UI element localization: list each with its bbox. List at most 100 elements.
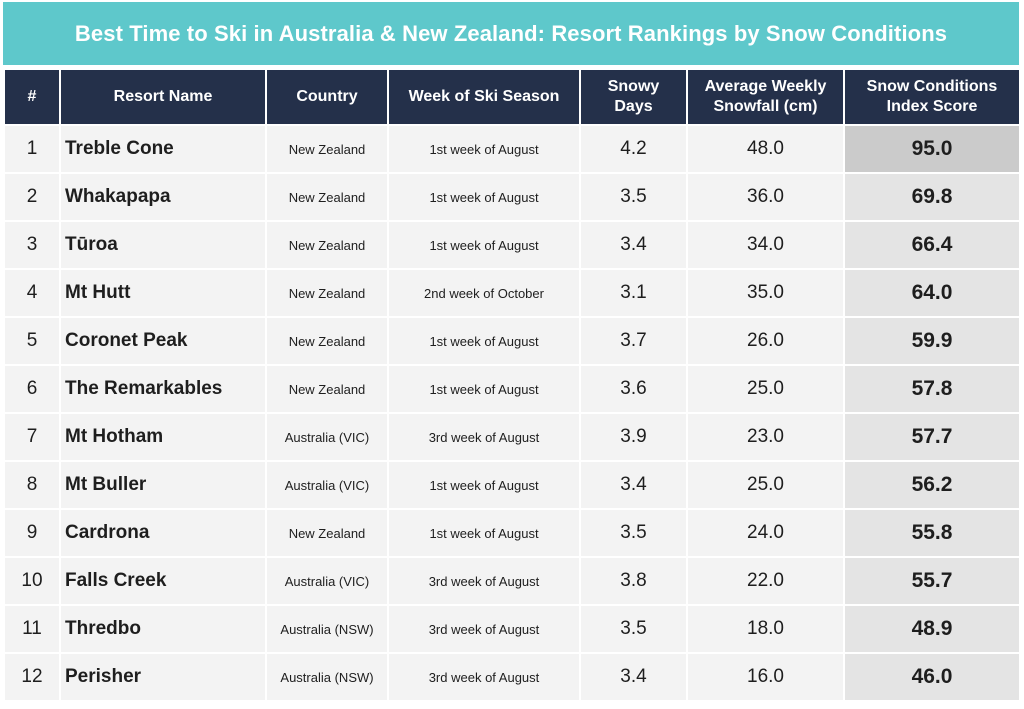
snowy-days-cell: 3.7 [581,318,686,364]
index-score-cell: 46.0 [845,654,1019,700]
average-snowfall-cell: 25.0 [688,462,843,508]
snowy-days-cell: 3.5 [581,606,686,652]
table-row: 4 Mt Hutt New Zealand 2nd week of October 3.… [5,270,1019,316]
week-cell: 1st week of August [389,510,579,556]
average-snowfall-cell: 36.0 [688,174,843,220]
average-snowfall-cell: 24.0 [688,510,843,556]
week-cell: 1st week of August [389,366,579,412]
rank-cell: 9 [5,510,59,556]
table-row: 6 The Remarkables New Zealand 1st week of A… [5,366,1019,412]
table-body: 1 Treble Cone New Zealand 1st week of Augus… [5,126,1019,700]
resort-name-cell: Thredbo [61,606,265,652]
table-row: 5 Coronet Peak New Zealand 1st week of Augu… [5,318,1019,364]
snowy-days-cell: 3.6 [581,366,686,412]
average-snowfall-cell: 18.0 [688,606,843,652]
resort-name-cell: Cardrona [61,510,265,556]
index-score-cell: 56.2 [845,462,1019,508]
week-cell: 3rd week of August [389,606,579,652]
resort-name-cell: Tūroa [61,222,265,268]
header-index-score-line2: Index Score [886,98,978,115]
country-cell: New Zealand [267,222,387,268]
table-row: 12 Perisher Australia (NSW) 3rd week of Aug… [5,654,1019,700]
country-cell: New Zealand [267,318,387,364]
week-cell: 2nd week of October [389,270,579,316]
week-cell: 1st week of August [389,222,579,268]
table-row: 1 Treble Cone New Zealand 1st week of Augus… [5,126,1019,172]
header-average-snowfall-line2: Snowfall (cm) [713,98,818,115]
country-cell: Australia (NSW) [267,606,387,652]
week-cell: 3rd week of August [389,654,579,700]
snowy-days-cell: 3.4 [581,462,686,508]
table-row: 9 Cardrona New Zealand 1st week of August 3.… [5,510,1019,556]
week-cell: 3rd week of August [389,414,579,460]
index-score-cell: 57.7 [845,414,1019,460]
header-row: # Resort Name Country Week of Ski Season… [5,70,1019,124]
snowy-days-cell: 3.4 [581,222,686,268]
header-week: Week of Ski Season [389,70,579,124]
index-score-cell: 66.4 [845,222,1019,268]
table-row: 10 Falls Creek Australia (VIC) 3rd week of … [5,558,1019,604]
header-rank: # [5,70,59,124]
header-index-score: Snow Conditions Index Score [845,70,1019,124]
snowy-days-cell: 3.4 [581,654,686,700]
rank-cell: 7 [5,414,59,460]
country-cell: New Zealand [267,366,387,412]
resort-name-cell: Whakapapa [61,174,265,220]
snowy-days-cell: 3.5 [581,174,686,220]
average-snowfall-cell: 22.0 [688,558,843,604]
index-score-cell: 57.8 [845,366,1019,412]
rank-cell: 1 [5,126,59,172]
average-snowfall-cell: 25.0 [688,366,843,412]
header-snowy-days: Snowy Days [581,70,686,124]
country-cell: Australia (VIC) [267,462,387,508]
table-row: 3 Tūroa New Zealand 1st week of August 3.4 34… [5,222,1019,268]
rank-cell: 10 [5,558,59,604]
country-cell: New Zealand [267,510,387,556]
country-cell: Australia (NSW) [267,654,387,700]
average-snowfall-cell: 34.0 [688,222,843,268]
index-score-cell: 69.8 [845,174,1019,220]
index-score-cell: 95.0 [845,126,1019,172]
table-row: 11 Thredbo Australia (NSW) 3rd week of Augu… [5,606,1019,652]
table-row: 8 Mt Buller Australia (VIC) 1st week of Aug… [5,462,1019,508]
table-row: 2 Whakapapa New Zealand 1st week of August 3… [5,174,1019,220]
index-score-cell: 59.9 [845,318,1019,364]
rank-cell: 8 [5,462,59,508]
snowy-days-cell: 3.8 [581,558,686,604]
rank-cell: 4 [5,270,59,316]
resort-name-cell: Treble Cone [61,126,265,172]
average-snowfall-cell: 26.0 [688,318,843,364]
country-cell: Australia (VIC) [267,558,387,604]
resort-ranking-table: # Resort Name Country Week of Ski Season… [3,68,1021,702]
week-cell: 1st week of August [389,462,579,508]
table-row: 7 Mt Hotham Australia (VIC) 3rd week of Aug… [5,414,1019,460]
week-cell: 1st week of August [389,126,579,172]
header-snowy-days-line1: Snowy [607,78,660,95]
header-average-snowfall-line1: Average Weekly [704,78,827,95]
average-snowfall-cell: 16.0 [688,654,843,700]
rank-cell: 6 [5,366,59,412]
resort-name-cell: Mt Buller [61,462,265,508]
country-cell: New Zealand [267,174,387,220]
country-cell: Australia (VIC) [267,414,387,460]
resort-name-cell: Mt Hotham [61,414,265,460]
resort-name-cell: Perisher [61,654,265,700]
week-cell: 3rd week of August [389,558,579,604]
week-cell: 1st week of August [389,174,579,220]
average-snowfall-cell: 35.0 [688,270,843,316]
snowy-days-cell: 3.1 [581,270,686,316]
header-country: Country [267,70,387,124]
header-index-score-line1: Snow Conditions [866,78,998,95]
snowy-days-cell: 3.5 [581,510,686,556]
country-cell: New Zealand [267,270,387,316]
index-score-cell: 48.9 [845,606,1019,652]
resort-name-cell: The Remarkables [61,366,265,412]
rank-cell: 3 [5,222,59,268]
header-snowy-days-line2: Days [614,98,653,115]
average-snowfall-cell: 48.0 [688,126,843,172]
index-score-cell: 64.0 [845,270,1019,316]
header-average-snowfall: Average Weekly Snowfall (cm) [688,70,843,124]
index-score-cell: 55.8 [845,510,1019,556]
week-cell: 1st week of August [389,318,579,364]
